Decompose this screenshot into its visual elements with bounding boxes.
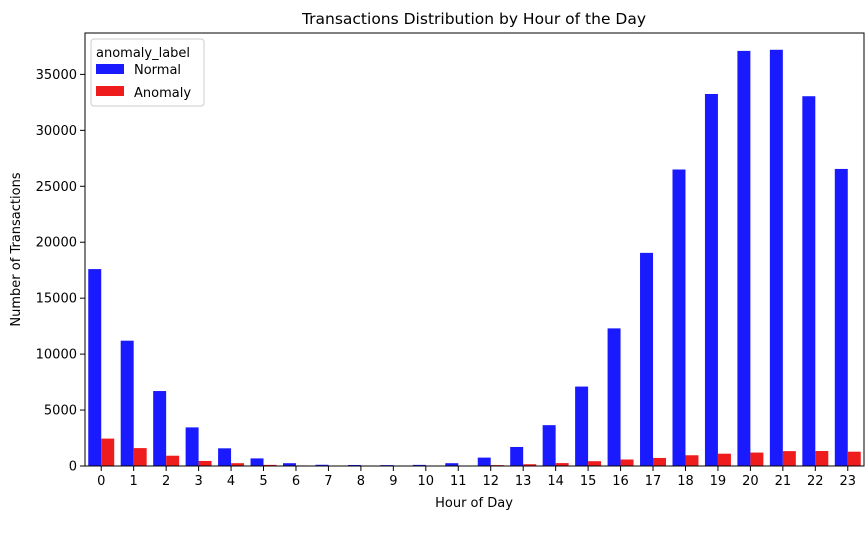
x-tick-label: 10 [418, 474, 435, 489]
x-tick-label: 15 [580, 474, 597, 489]
bar-anomaly-hour-3 [198, 460, 212, 466]
bar-anomaly-hour-23 [847, 451, 861, 466]
x-tick-label: 22 [807, 474, 824, 489]
bar-normal-hour-12 [477, 457, 491, 466]
bar-normal-hour-6 [283, 463, 296, 466]
x-tick-label: 14 [547, 474, 564, 489]
bar-normal-hour-14 [542, 425, 556, 466]
legend-title: anomaly_label [96, 46, 190, 61]
bar-anomaly-hour-14 [555, 463, 569, 466]
bar-anomaly-hour-15 [588, 461, 602, 466]
x-axis-title: Hour of Day [435, 496, 513, 511]
x-tick-label: 4 [227, 474, 235, 489]
bar-anomaly-hour-22 [815, 451, 829, 466]
y-axis-title: Number of Transactions [9, 172, 24, 326]
y-tick-label: 35000 [36, 68, 77, 83]
bar-anomaly-hour-19 [717, 453, 731, 466]
bar-anomaly-hour-5 [263, 464, 277, 466]
bar-normal-hour-16 [607, 328, 621, 466]
x-tick-label: 17 [645, 474, 662, 489]
bar-normal-hour-21 [769, 49, 783, 466]
x-tick-label: 11 [450, 474, 467, 489]
bar-anomaly-hour-4 [231, 463, 245, 466]
x-tick-label: 9 [389, 474, 397, 489]
x-tick-label: 16 [612, 474, 629, 489]
x-tick-label: 23 [839, 474, 856, 489]
x-axis: 0 1 2 3 4 5 6 7 8 9 10 11 12 13 14 15 16 17 18 19 20 21 22 23 [97, 466, 856, 489]
bar-anomaly-hour-16 [620, 459, 634, 466]
bar-normal-hour-7 [315, 464, 329, 466]
bar-normal-hour-22 [802, 96, 816, 466]
x-tick-label: 19 [710, 474, 727, 489]
x-tick-label: 3 [194, 474, 202, 489]
x-tick-label: 8 [357, 474, 365, 489]
bar-normal-hour-13 [510, 446, 524, 466]
bar-normal-hour-3 [185, 427, 199, 466]
x-tick-label: 13 [515, 474, 532, 489]
bar-anomaly-hour-21 [782, 451, 796, 466]
bar-anomaly-hour-20 [750, 452, 764, 466]
legend-label-normal: Normal [134, 63, 181, 78]
x-tick-label: 0 [97, 474, 105, 489]
bar-anomaly-hour-17 [653, 457, 666, 466]
legend-swatch-normal [96, 64, 124, 74]
y-tick-label: 0 [69, 460, 77, 475]
y-tick-label: 15000 [36, 292, 77, 307]
y-tick-label: 25000 [36, 180, 77, 195]
x-tick-label: 12 [482, 474, 499, 489]
bar-normal-hour-0 [88, 269, 102, 466]
bar-normal-hour-8 [347, 464, 361, 466]
bar-normal-hour-10 [412, 464, 426, 466]
y-axis: 0 5000 10000 15000 20000 25000 30000 35000 [36, 68, 85, 475]
x-tick-label: 2 [162, 474, 170, 489]
legend: anomaly_label Normal Anomaly [90, 38, 205, 107]
x-tick-label: 1 [130, 474, 138, 489]
bar-normal-hour-17 [640, 252, 654, 466]
bar-anomaly-hour-18 [685, 455, 699, 466]
bar-anomaly-hour-13 [523, 464, 537, 466]
bar-normal-hour-11 [445, 463, 459, 466]
plot-frame [84, 32, 865, 467]
bars-group [88, 49, 861, 467]
bar-normal-hour-5 [250, 458, 264, 466]
y-tick-label: 5000 [44, 404, 77, 419]
x-tick-label: 6 [292, 474, 300, 489]
bar-normal-hour-18 [672, 169, 686, 466]
bar-normal-hour-20 [737, 50, 751, 467]
x-tick-label: 20 [742, 474, 759, 489]
y-tick-label: 20000 [36, 236, 77, 251]
x-tick-label: 7 [324, 474, 332, 489]
x-tick-label: 18 [677, 474, 694, 489]
x-tick-label: 21 [775, 474, 792, 489]
legend-swatch-anomaly [96, 86, 124, 96]
bar-anomaly-hour-1 [133, 448, 147, 466]
y-tick-label: 30000 [36, 124, 77, 139]
bar-normal-hour-2 [153, 391, 167, 466]
bar-anomaly-hour-2 [166, 455, 180, 466]
x-tick-label: 5 [259, 474, 267, 489]
bar-normal-hour-15 [575, 386, 589, 466]
legend-label-anomaly: Anomaly [134, 86, 191, 101]
bar-normal-hour-4 [218, 448, 232, 466]
bar-normal-hour-23 [834, 168, 848, 466]
y-tick-label: 10000 [36, 348, 77, 363]
bar-normal-hour-19 [704, 93, 718, 466]
bar-anomaly-hour-0 [101, 438, 115, 466]
bar-normal-hour-1 [120, 340, 134, 466]
chart-title: Transactions Distribution by Hour of the… [301, 10, 646, 28]
